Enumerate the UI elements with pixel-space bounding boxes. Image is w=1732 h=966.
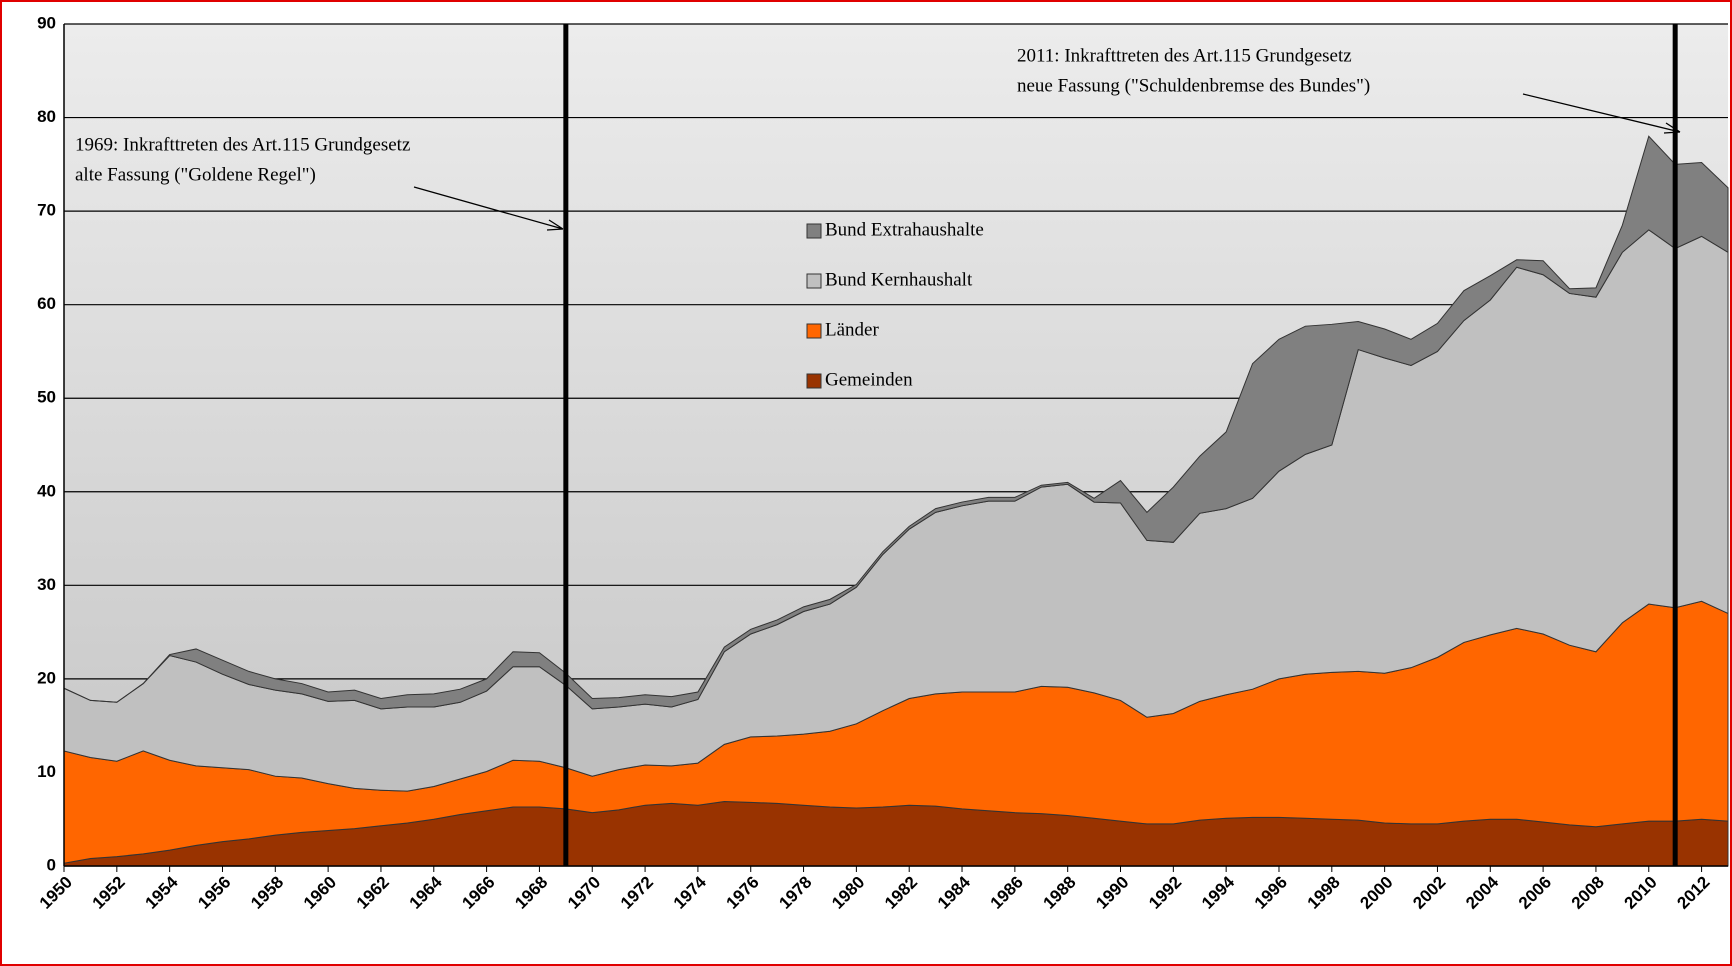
- y-tick-label: 40: [37, 481, 56, 500]
- x-tick-label: 1962: [353, 873, 393, 913]
- legend-swatch: [806, 273, 822, 289]
- annotation: 2011: Inkrafttreten des Art.115 Grundges…: [1017, 45, 1352, 66]
- x-tick-label: 1974: [670, 872, 711, 913]
- x-tick-label: 2002: [1409, 873, 1449, 913]
- x-tick-label: 2006: [1515, 873, 1555, 913]
- x-tick-label: 1984: [934, 872, 975, 913]
- x-tick-label: 1990: [1092, 873, 1132, 913]
- y-tick-label: 60: [37, 294, 56, 313]
- x-tick-label: 2004: [1462, 872, 1503, 913]
- x-tick-label: 1996: [1251, 873, 1291, 913]
- x-tick-label: 1988: [1039, 873, 1079, 913]
- x-tick-label: 2008: [1568, 873, 1608, 913]
- legend-swatch: [806, 373, 822, 389]
- x-tick-label: 1986: [987, 873, 1027, 913]
- x-tick-label: 1980: [828, 873, 868, 913]
- x-tick-label: 1972: [617, 873, 657, 913]
- y-tick-label: 20: [37, 668, 56, 687]
- x-tick-label: 1998: [1304, 873, 1344, 913]
- annotation: neue Fassung ("Schuldenbremse des Bundes…: [1017, 75, 1370, 96]
- legend-swatch: [806, 223, 822, 239]
- x-tick-label: 1956: [194, 873, 234, 913]
- x-tick-label: 1952: [89, 873, 129, 913]
- legend-label: Gemeinden: [825, 369, 913, 390]
- y-tick-label: 90: [37, 13, 56, 32]
- y-tick-label: 10: [37, 762, 56, 781]
- y-tick-label: 70: [37, 201, 56, 220]
- y-tick-label: 80: [37, 107, 56, 126]
- x-tick-label: 1968: [511, 873, 551, 913]
- legend-label: Bund Kernhaushalt: [825, 269, 973, 290]
- x-tick-label: 1976: [723, 873, 763, 913]
- y-tick-label: 50: [37, 388, 56, 407]
- y-tick-label: 30: [37, 575, 56, 594]
- legend-swatch: [806, 323, 822, 339]
- area: [63, 135, 1729, 710]
- x-tick-label: 1964: [406, 872, 447, 913]
- x-tick-label: 1950: [36, 873, 76, 913]
- x-tick-label: 2000: [1356, 873, 1396, 913]
- annotation: alte Fassung ("Goldene Regel"): [75, 164, 316, 185]
- x-tick-label: 2010: [1621, 873, 1661, 913]
- legend-label: Bund Extrahaushalte: [825, 219, 984, 240]
- arrow: [413, 186, 564, 231]
- x-tick-label: 1954: [141, 872, 182, 913]
- x-tick-label: 1970: [564, 873, 604, 913]
- x-tick-label: 1958: [247, 873, 287, 913]
- x-tick-label: 1994: [1198, 872, 1239, 913]
- x-tick-label: 1982: [881, 873, 921, 913]
- x-tick-label: 1966: [458, 873, 498, 913]
- legend-label: Länder: [825, 319, 879, 340]
- annotation: 1969: Inkrafttreten des Art.115 Grundges…: [75, 134, 410, 155]
- y-tick-label: 0: [47, 855, 56, 874]
- x-tick-label: 1992: [1145, 873, 1185, 913]
- x-tick-label: 1978: [775, 873, 815, 913]
- x-tick-label: 1960: [300, 873, 340, 913]
- x-tick-label: 2012: [1673, 873, 1713, 913]
